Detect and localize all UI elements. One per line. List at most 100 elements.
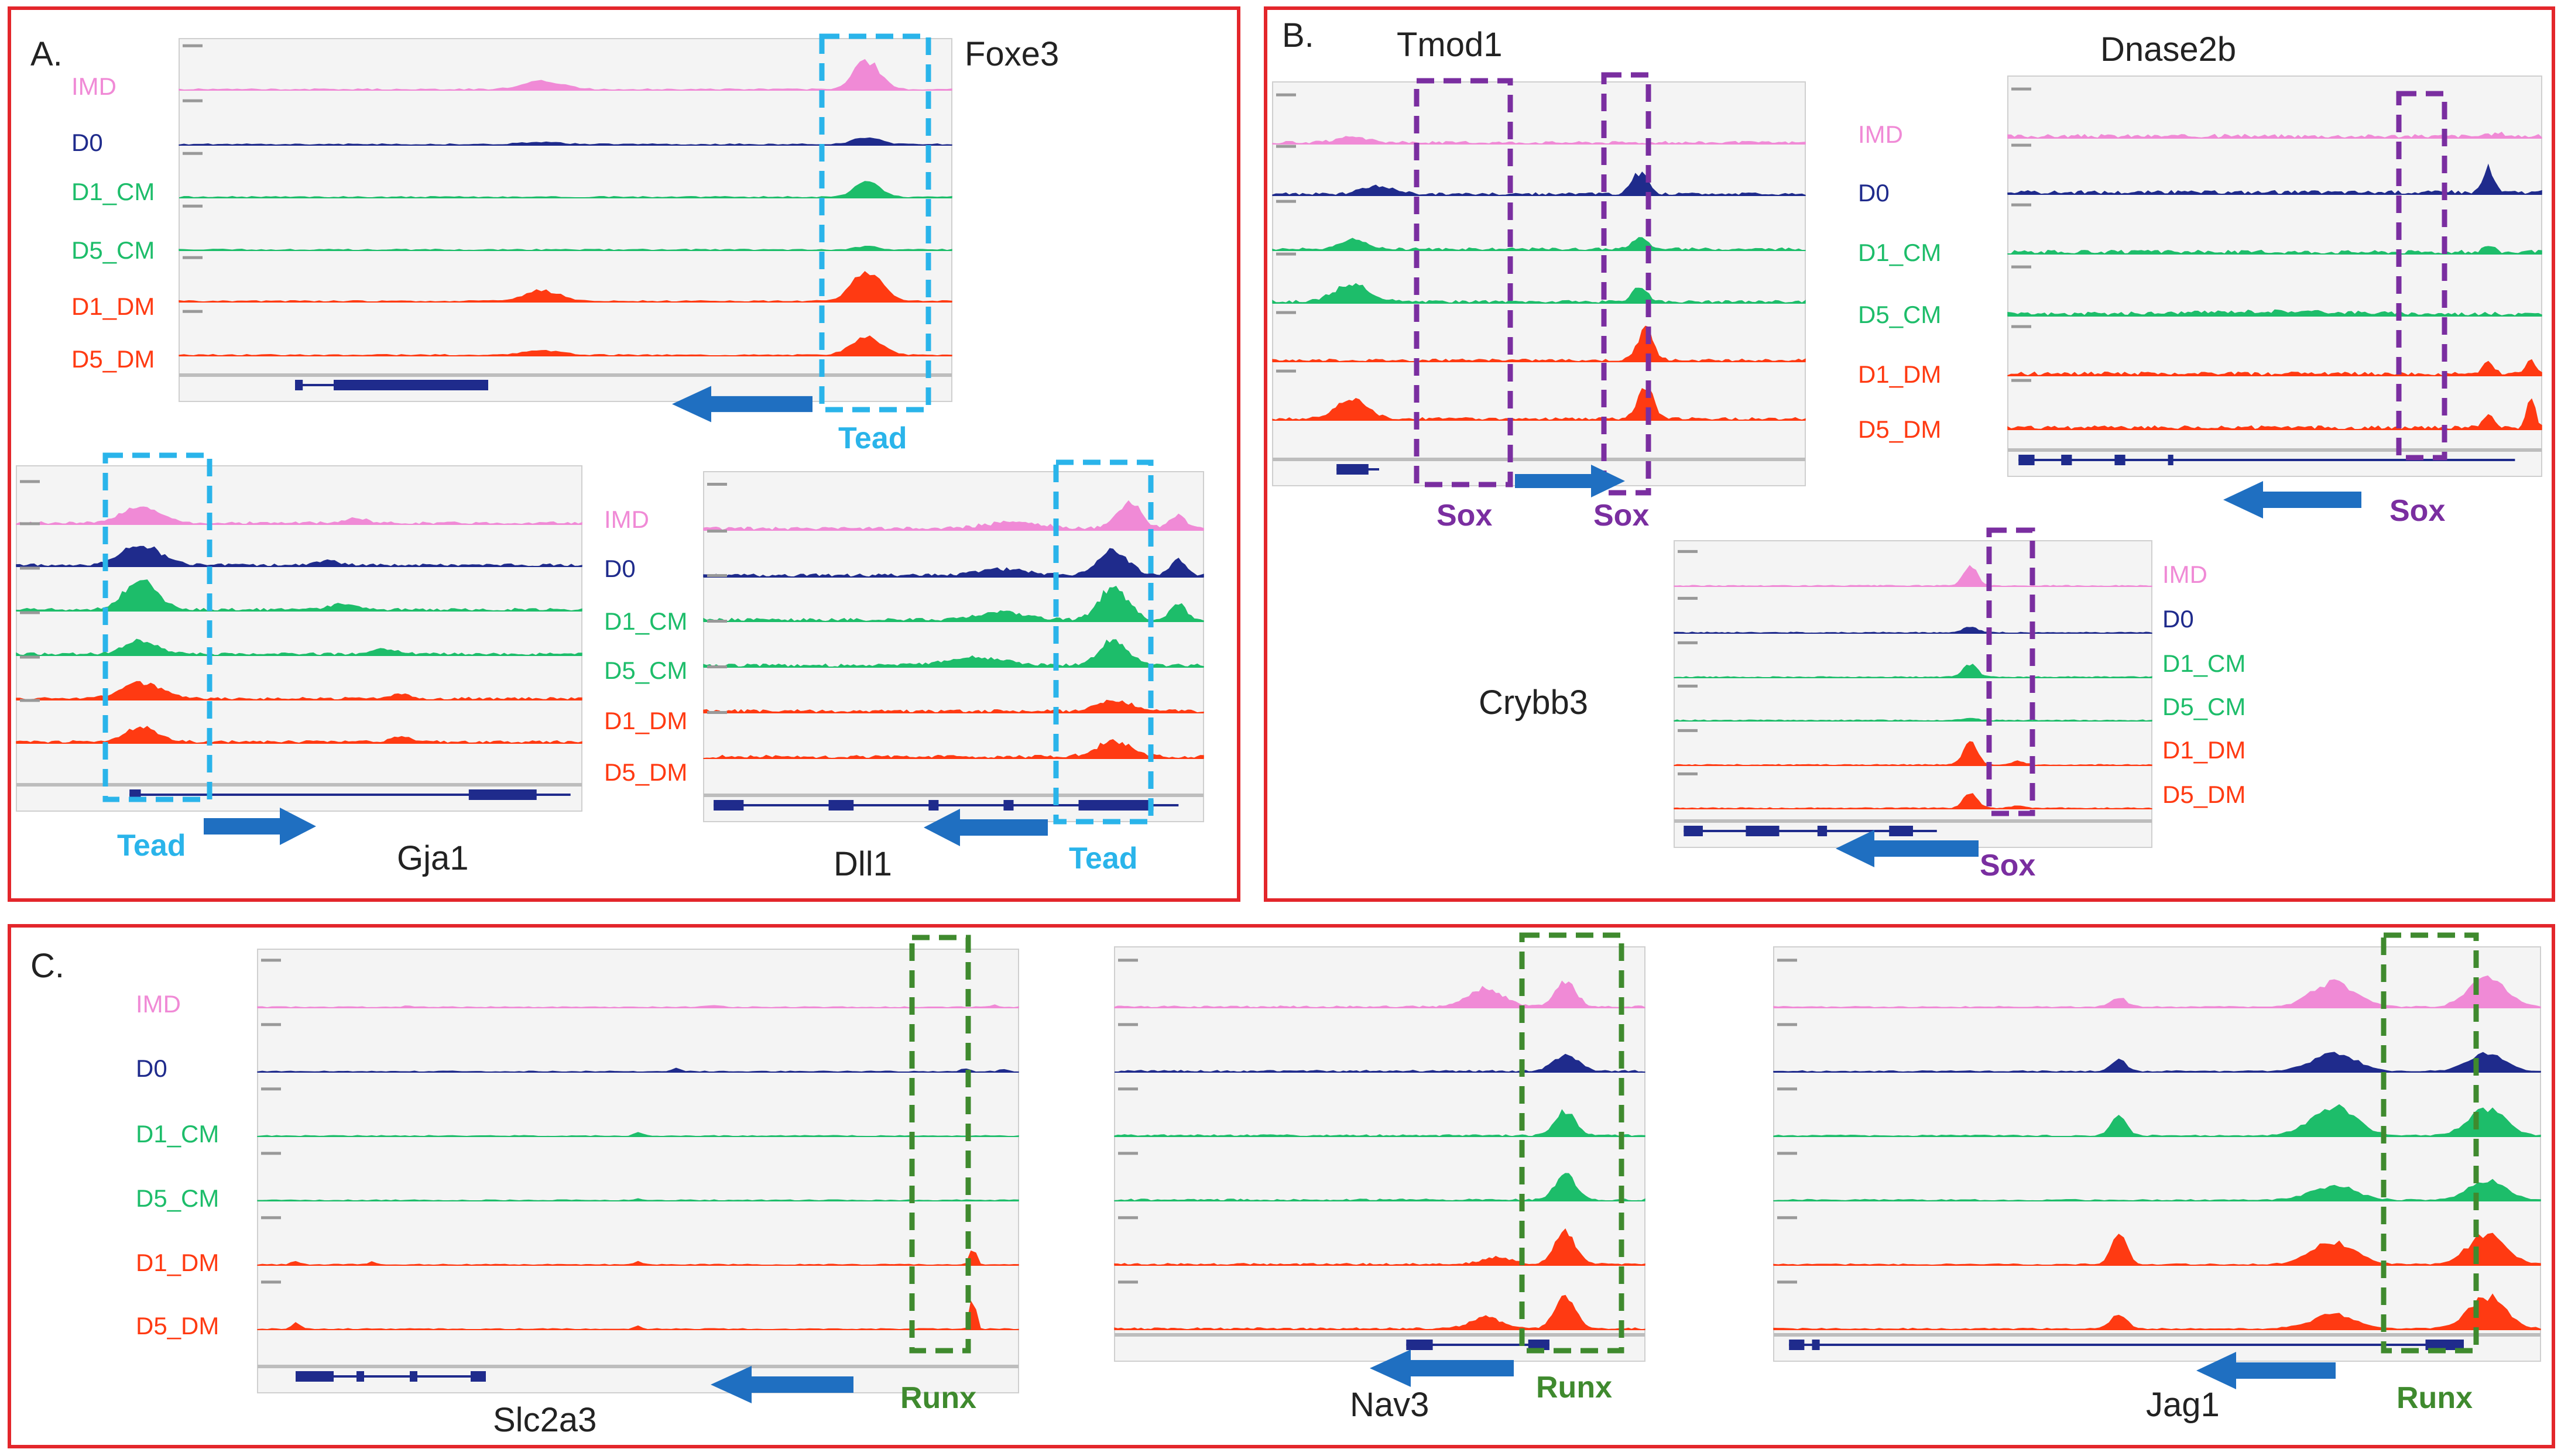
panel-a-border bbox=[8, 6, 1240, 902]
signal-track-d5cm bbox=[16, 638, 582, 656]
track-scale-label bbox=[1276, 145, 1296, 148]
arrow-slc2a3 bbox=[711, 1366, 853, 1403]
track-label-d1dm: D1_DM bbox=[1858, 360, 1941, 388]
track-label-d1cm: D1_CM bbox=[136, 1120, 219, 1148]
track-scale-label bbox=[20, 655, 40, 659]
track-scale-label bbox=[183, 310, 203, 313]
browser-background bbox=[1114, 946, 1645, 1362]
browser-gja1 bbox=[16, 465, 582, 812]
motif-box-jag1 bbox=[2381, 932, 2479, 1354]
gene-model-exon bbox=[1746, 826, 1780, 836]
track-scale-label bbox=[2011, 87, 2031, 91]
track-label-d5cm: D5_CM bbox=[604, 657, 687, 684]
track-scale-label bbox=[20, 522, 40, 526]
gene-model-exon bbox=[2018, 455, 2035, 465]
track-scale-label bbox=[261, 1023, 281, 1026]
gene-name-gja1: Gja1 bbox=[397, 839, 469, 877]
browser-jag1 bbox=[1773, 946, 2541, 1362]
browser-dll1 bbox=[703, 471, 1204, 822]
track-labels-slc2a3: IMD D0 D1_CM D5_CM D1_DM D5_DM bbox=[136, 990, 219, 1340]
signal-track-d5dm bbox=[1272, 387, 1806, 421]
track-scale-label bbox=[183, 152, 203, 155]
track-label-d1dm: D1_DM bbox=[71, 293, 155, 320]
track-scale-label bbox=[1276, 93, 1296, 97]
track-scale-label bbox=[1678, 684, 1698, 688]
track-scale-label bbox=[1678, 550, 1698, 553]
ruler-strip bbox=[179, 373, 952, 377]
panel-b-label: B. bbox=[1282, 16, 1314, 54]
signal-track-imd bbox=[16, 506, 582, 525]
motif-label-tmod1-2: Sox bbox=[1593, 499, 1649, 533]
track-scale-label bbox=[2011, 265, 2031, 269]
track-scale-label bbox=[1118, 959, 1138, 962]
track-label-d5cm: D5_CM bbox=[2162, 693, 2245, 720]
motif-box-tmod1-1 bbox=[1414, 78, 1513, 487]
panel-a-label: A. bbox=[30, 35, 63, 73]
gene-model-exon bbox=[356, 1371, 364, 1382]
gene-name-dll1: Dll1 bbox=[834, 845, 892, 883]
panel-b-border bbox=[1264, 6, 2555, 902]
gene-model-exon bbox=[828, 800, 854, 811]
gene-model-exon bbox=[334, 380, 450, 390]
track-scale-label bbox=[1777, 1152, 1797, 1155]
track-scale-label bbox=[2011, 203, 2031, 207]
signal-track-imd bbox=[1674, 565, 2152, 587]
track-scale-label bbox=[1777, 1087, 1797, 1091]
gene-model-exon bbox=[1406, 1340, 1433, 1350]
gene-model-exon bbox=[1812, 1340, 1820, 1350]
track-scale-label bbox=[1118, 1087, 1138, 1091]
signal-track-d5cm bbox=[2007, 309, 2542, 317]
signal-track-d5dm bbox=[703, 739, 1204, 759]
motif-label-nav3: Runx bbox=[1536, 1371, 1612, 1405]
browser-background bbox=[16, 465, 582, 812]
track-label-imd: IMD bbox=[71, 73, 116, 100]
ruler-strip bbox=[1774, 1333, 2541, 1337]
panel-c-border bbox=[8, 924, 2555, 1448]
track-scale-label bbox=[20, 480, 40, 483]
signal-track-d1cm bbox=[2007, 246, 2542, 255]
track-scale-label bbox=[1276, 369, 1296, 373]
signal-track-imd bbox=[1272, 136, 1806, 145]
signal-track-d1dm bbox=[2007, 359, 2542, 376]
track-label-d5dm: D5_DM bbox=[1858, 415, 1941, 443]
gene-model-exon bbox=[1003, 800, 1014, 811]
signal-track-d5cm bbox=[1773, 1179, 2541, 1201]
browser-slc2a3 bbox=[257, 949, 1019, 1393]
signal-track-d5cm bbox=[179, 245, 952, 251]
track-scale-label bbox=[20, 566, 40, 570]
track-scale-label bbox=[183, 256, 203, 259]
track-scale-label bbox=[20, 611, 40, 614]
gene-model-exon bbox=[296, 1371, 334, 1382]
track-scale-label bbox=[183, 99, 203, 102]
signal-track-d5cm bbox=[1114, 1173, 1645, 1201]
ruler-strip bbox=[16, 783, 582, 787]
signal-track-imd bbox=[257, 1004, 1019, 1008]
signal-track-d5dm bbox=[1773, 1293, 2541, 1330]
track-scale-label bbox=[1118, 1280, 1138, 1284]
track-scale-label bbox=[707, 483, 727, 486]
track-label-imd: IMD bbox=[2162, 561, 2207, 588]
signal-track-d0 bbox=[1115, 1053, 1645, 1073]
track-scale-label bbox=[707, 574, 727, 577]
motif-box-tmod1-2 bbox=[1601, 72, 1651, 496]
ruler-strip bbox=[2008, 448, 2542, 452]
track-scale-label bbox=[2011, 325, 2031, 328]
gene-name-slc2a3: Slc2a3 bbox=[493, 1401, 596, 1439]
browser-dnase2b bbox=[2007, 75, 2542, 477]
browser-background bbox=[1773, 946, 2541, 1362]
track-scale-label bbox=[261, 1216, 281, 1220]
arrow-foxe3 bbox=[672, 386, 812, 423]
track-scale-label bbox=[1118, 1152, 1138, 1155]
track-scale-label bbox=[2011, 143, 2031, 147]
gene-model-exon bbox=[450, 380, 488, 390]
motif-box-crybb3 bbox=[1986, 527, 2035, 816]
browser-tmod1 bbox=[1272, 81, 1806, 486]
track-scale-label bbox=[1118, 1023, 1138, 1026]
gene-model-exon bbox=[1078, 800, 1154, 811]
track-label-d0: D0 bbox=[136, 1055, 167, 1082]
gene-model-exon bbox=[2168, 455, 2173, 465]
gene-model-exon bbox=[1817, 826, 1828, 836]
browser-background bbox=[257, 949, 1019, 1393]
track-labels-crybb3: IMD D0 D1_CM D5_CM D1_DM D5_DM bbox=[2162, 561, 2245, 808]
gene-model-exon bbox=[410, 1371, 417, 1382]
